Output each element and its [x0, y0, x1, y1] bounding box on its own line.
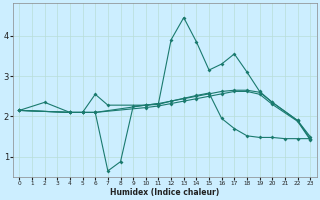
X-axis label: Humidex (Indice chaleur): Humidex (Indice chaleur)	[110, 188, 220, 197]
